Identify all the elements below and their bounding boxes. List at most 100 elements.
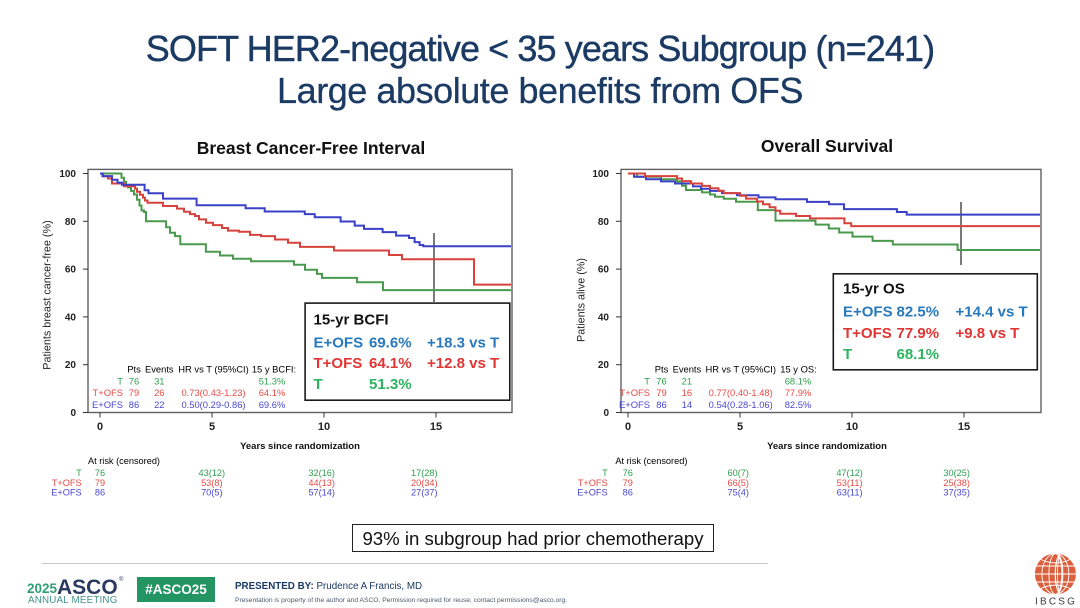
- svg-text:80: 80: [598, 217, 610, 228]
- svg-text:20: 20: [65, 360, 77, 371]
- svg-text:T: T: [76, 468, 82, 478]
- svg-text:E+OFS: E+OFS: [619, 399, 650, 410]
- svg-text:75(4): 75(4): [727, 488, 748, 498]
- svg-text:IBCSG: IBCSG: [1035, 597, 1077, 608]
- svg-text:76: 76: [95, 468, 105, 478]
- svg-text:10: 10: [318, 421, 330, 433]
- svg-text:Years since randomization: Years since randomization: [767, 441, 887, 452]
- svg-text:T+OFS: T+OFS: [314, 355, 363, 372]
- svg-text:100: 100: [592, 169, 609, 180]
- svg-text:77.9%: 77.9%: [897, 325, 940, 342]
- svg-text:HR vs T (95%CI): HR vs T (95%CI): [178, 363, 249, 374]
- svg-text:T: T: [843, 346, 852, 363]
- svg-text:79: 79: [129, 387, 139, 398]
- svg-text:5: 5: [737, 421, 743, 433]
- svg-text:69.6%: 69.6%: [259, 399, 286, 410]
- svg-text:86: 86: [656, 399, 666, 410]
- svg-text:79: 79: [656, 387, 666, 398]
- svg-text:0: 0: [625, 421, 631, 433]
- svg-text:0: 0: [70, 408, 76, 419]
- svg-text:0.54(0.28-1.06): 0.54(0.28-1.06): [709, 399, 773, 410]
- svg-text:15-yr OS: 15-yr OS: [843, 280, 905, 297]
- svg-text:66(5): 66(5): [727, 478, 748, 488]
- svg-text:21: 21: [682, 375, 692, 386]
- svg-text:Years since randomization: Years since randomization: [240, 441, 360, 452]
- svg-text:32(16): 32(16): [308, 468, 335, 478]
- svg-text:57(14): 57(14): [308, 488, 335, 498]
- svg-text:76: 76: [656, 375, 666, 386]
- svg-text:E+OFS: E+OFS: [51, 488, 81, 498]
- svg-text:15-yr BCFI: 15-yr BCFI: [314, 311, 389, 328]
- svg-text:76: 76: [129, 375, 139, 386]
- svg-text:Breast Cancer-Free Interval: Breast Cancer-Free Interval: [197, 138, 426, 158]
- svg-text:0.73(0.43-1.23): 0.73(0.43-1.23): [181, 387, 245, 398]
- svg-text:+14.4 vs T: +14.4 vs T: [956, 304, 1028, 321]
- svg-text:T: T: [117, 375, 123, 386]
- svg-text:T: T: [602, 468, 608, 478]
- svg-text:30(25): 30(25): [943, 468, 970, 478]
- svg-text:53(8): 53(8): [201, 478, 222, 488]
- svg-text:T+OFS: T+OFS: [52, 478, 82, 488]
- svg-text:68.1%: 68.1%: [785, 375, 812, 386]
- svg-text:Events: Events: [145, 363, 174, 374]
- svg-text:At risk (censored): At risk (censored): [615, 456, 687, 466]
- svg-text:27(37): 27(37): [411, 488, 438, 498]
- svg-text:31: 31: [154, 375, 164, 386]
- svg-text:E+OFS: E+OFS: [314, 334, 364, 351]
- svg-text:68.1%: 68.1%: [897, 346, 940, 363]
- svg-text:44(13): 44(13): [308, 478, 335, 488]
- svg-text:26: 26: [154, 387, 164, 398]
- svg-text:69.6%: 69.6%: [369, 334, 412, 351]
- svg-text:Patients breast cancer-free (%: Patients breast cancer-free (%): [42, 220, 54, 369]
- svg-text:0.77(0.40-1.48): 0.77(0.40-1.48): [709, 387, 773, 398]
- svg-text:82.5%: 82.5%: [785, 399, 812, 410]
- svg-text:17(28): 17(28): [411, 468, 438, 478]
- svg-text:86: 86: [95, 488, 105, 498]
- svg-text:T: T: [314, 376, 323, 393]
- svg-text:40: 40: [598, 312, 610, 323]
- svg-text:10: 10: [846, 421, 858, 433]
- svg-text:40: 40: [65, 312, 77, 323]
- svg-text:60: 60: [598, 265, 610, 276]
- svg-text:22: 22: [154, 399, 164, 410]
- svg-text:82.5%: 82.5%: [897, 304, 940, 321]
- svg-text:At risk (censored): At risk (censored): [88, 456, 160, 466]
- svg-text:86: 86: [129, 399, 139, 410]
- svg-text:E+OFS: E+OFS: [92, 399, 123, 410]
- svg-text:0: 0: [603, 408, 609, 419]
- svg-text:15: 15: [958, 421, 970, 433]
- svg-text:+12.8 vs T: +12.8 vs T: [427, 355, 499, 372]
- svg-text:76: 76: [623, 468, 633, 478]
- svg-text:43(12): 43(12): [199, 468, 226, 478]
- svg-text:E+OFS: E+OFS: [843, 304, 893, 321]
- svg-text:70(5): 70(5): [201, 488, 222, 498]
- svg-text:Pts: Pts: [127, 363, 141, 374]
- svg-text:+18.3 vs T: +18.3 vs T: [427, 334, 499, 351]
- svg-text:0.50(0.29-0.86): 0.50(0.29-0.86): [181, 399, 245, 410]
- svg-text:86: 86: [623, 488, 633, 498]
- svg-text:25(38): 25(38): [943, 478, 970, 488]
- svg-text:T+OFS: T+OFS: [843, 325, 892, 342]
- svg-text:Pts: Pts: [655, 363, 669, 374]
- svg-text:51.3%: 51.3%: [369, 376, 412, 393]
- svg-text:T+OFS: T+OFS: [620, 387, 650, 398]
- svg-text:14: 14: [682, 399, 692, 410]
- svg-text:60(7): 60(7): [727, 468, 748, 478]
- svg-text:79: 79: [623, 478, 633, 488]
- svg-text:Patients alive (%): Patients alive (%): [576, 258, 588, 342]
- svg-text:20(34): 20(34): [411, 478, 438, 488]
- svg-text:64.1%: 64.1%: [369, 355, 412, 372]
- svg-text:+9.8 vs T: +9.8 vs T: [956, 325, 1020, 342]
- svg-text:51.3%: 51.3%: [259, 375, 286, 386]
- svg-text:79: 79: [95, 478, 105, 488]
- svg-text:15 y BCFI:: 15 y BCFI:: [252, 363, 296, 374]
- svg-text:64.1%: 64.1%: [259, 387, 286, 398]
- svg-text:60: 60: [65, 265, 77, 276]
- svg-text:37(35): 37(35): [943, 488, 970, 498]
- svg-text:77.9%: 77.9%: [785, 387, 812, 398]
- svg-text:63(11): 63(11): [837, 488, 863, 498]
- svg-text:5: 5: [209, 421, 215, 433]
- svg-text:16: 16: [682, 387, 692, 398]
- svg-text:53(11): 53(11): [837, 478, 863, 488]
- svg-text:0: 0: [97, 421, 103, 433]
